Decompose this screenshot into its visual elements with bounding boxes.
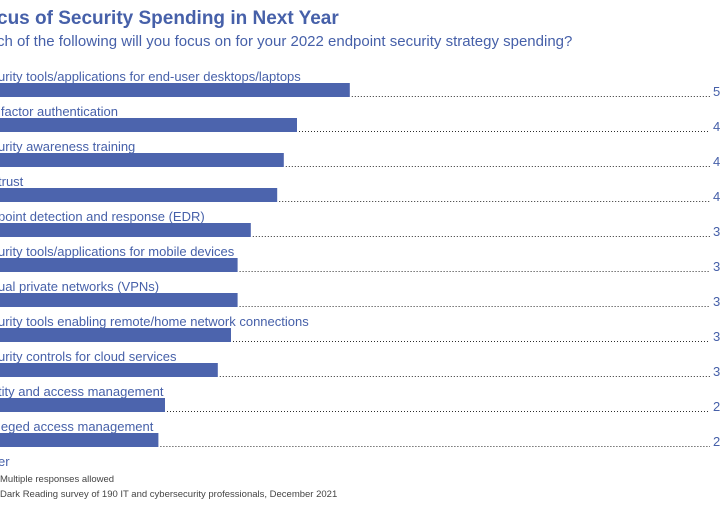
chart-title: cus of Security Spending in Next Year: [0, 8, 339, 29]
bar: [0, 223, 251, 237]
value-label: 5: [713, 84, 720, 99]
category-label: urity tools/applications for mobile devi…: [0, 244, 235, 259]
value-label: 3: [713, 329, 720, 344]
category-label: trust: [0, 174, 24, 189]
bar: [0, 153, 284, 167]
bar: [0, 258, 238, 272]
bar: [0, 433, 159, 447]
value-label: 3: [713, 364, 720, 379]
category-label: urity tools enabling remote/home network…: [0, 314, 309, 329]
bar: [0, 293, 238, 307]
bar: [0, 363, 218, 377]
value-label: 3: [713, 294, 720, 309]
category-label: ifactor authentication: [0, 104, 118, 119]
bar: [0, 188, 278, 202]
value-label: 2: [713, 434, 720, 449]
category-label: point detection and response (EDR): [0, 209, 205, 224]
bar: [0, 83, 350, 97]
value-label: 3: [713, 259, 720, 274]
value-label: 4: [713, 119, 720, 134]
category-label: er: [0, 454, 10, 469]
category-label: ual private networks (VPNs): [0, 279, 159, 294]
bar: [0, 328, 231, 342]
bar: [0, 398, 165, 412]
category-label: tity and access management: [0, 384, 164, 399]
value-label: 2: [713, 399, 720, 414]
chart-notes: Multiple responses allowed Dark Reading …: [0, 472, 337, 502]
category-label: urity tools/applications for end-user de…: [0, 69, 301, 84]
value-label: 3: [713, 224, 720, 239]
category-label: leged access management: [0, 419, 154, 434]
category-label: urity controls for cloud services: [0, 349, 177, 364]
bar-chart: urity tools/applications for end-user de…: [0, 69, 720, 469]
bar: [0, 118, 297, 132]
value-label: 4: [713, 189, 720, 204]
value-label: 4: [713, 154, 720, 169]
category-label: urity awareness training: [0, 139, 135, 154]
note-multiple-responses: Multiple responses allowed: [0, 474, 115, 485]
note-source: Dark Reading survey of 190 IT and cybers…: [0, 489, 338, 500]
chart-subtitle: ch of the following will you focus on fo…: [0, 33, 573, 50]
